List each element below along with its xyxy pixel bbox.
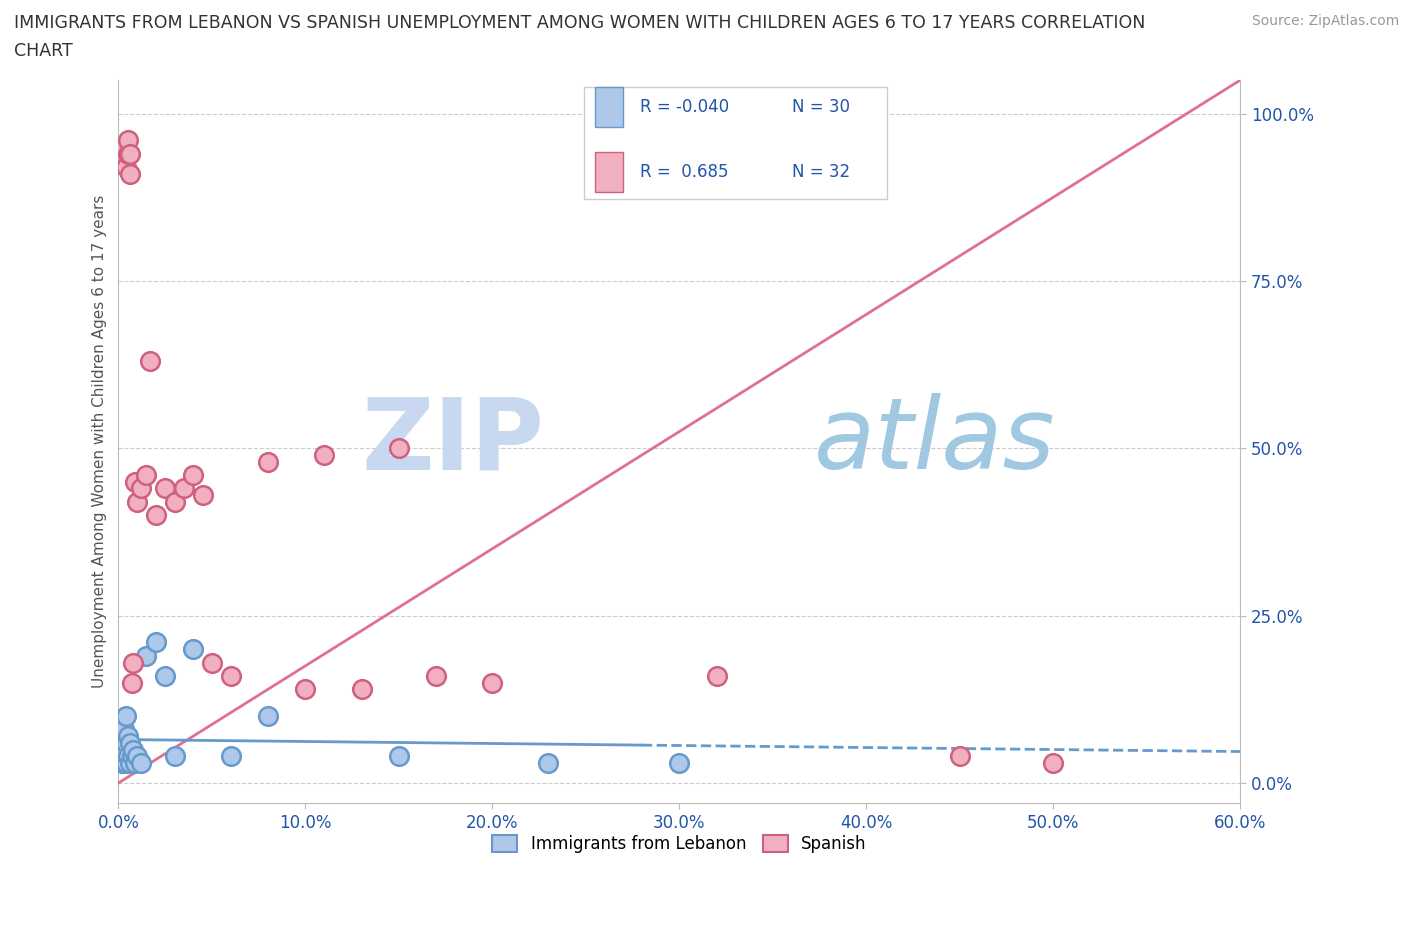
Point	[124, 474, 146, 489]
Text: N = 30: N = 30	[792, 99, 849, 116]
Point	[201, 655, 224, 670]
Point	[706, 669, 728, 684]
Point	[139, 353, 162, 368]
Point	[129, 755, 152, 770]
Point	[153, 481, 176, 496]
Point	[111, 715, 134, 730]
Point	[388, 441, 411, 456]
Point	[181, 468, 204, 483]
Point	[115, 709, 138, 724]
Point	[163, 495, 186, 510]
Point	[118, 736, 141, 751]
Point	[219, 669, 242, 684]
Point	[118, 146, 141, 161]
Point	[115, 755, 138, 770]
Point	[163, 749, 186, 764]
Point	[121, 749, 143, 764]
FancyBboxPatch shape	[583, 87, 887, 199]
Point	[115, 160, 138, 175]
Point	[111, 755, 134, 770]
Point	[117, 729, 139, 744]
Point	[1042, 755, 1064, 770]
Point	[388, 749, 411, 764]
Point	[115, 736, 138, 751]
Point	[257, 454, 280, 469]
Point	[112, 742, 135, 757]
Point	[117, 146, 139, 161]
Point	[122, 655, 145, 670]
Point	[135, 648, 157, 663]
Point	[117, 133, 139, 148]
Point	[124, 755, 146, 770]
Text: CHART: CHART	[14, 42, 73, 60]
Point	[219, 749, 242, 764]
Point	[350, 682, 373, 697]
Point	[949, 749, 972, 764]
Point	[173, 481, 195, 496]
Point	[145, 508, 167, 523]
Point	[122, 742, 145, 757]
Point	[314, 447, 336, 462]
Point	[127, 749, 149, 764]
Point	[110, 749, 132, 764]
Point	[425, 669, 447, 684]
Point	[121, 675, 143, 690]
Point	[112, 140, 135, 154]
Point	[111, 736, 134, 751]
Point	[153, 669, 176, 684]
FancyBboxPatch shape	[595, 153, 623, 193]
Point	[294, 682, 316, 697]
Point	[191, 487, 214, 502]
Point	[112, 153, 135, 168]
Text: IMMIGRANTS FROM LEBANON VS SPANISH UNEMPLOYMENT AMONG WOMEN WITH CHILDREN AGES 6: IMMIGRANTS FROM LEBANON VS SPANISH UNEMP…	[14, 14, 1146, 32]
Point	[135, 468, 157, 483]
Point	[668, 755, 690, 770]
Y-axis label: Unemployment Among Women with Children Ages 6 to 17 years: Unemployment Among Women with Children A…	[93, 195, 107, 688]
Point	[129, 481, 152, 496]
FancyBboxPatch shape	[595, 87, 623, 127]
Point	[112, 722, 135, 737]
Point	[127, 495, 149, 510]
Point	[118, 755, 141, 770]
Text: Source: ZipAtlas.com: Source: ZipAtlas.com	[1251, 14, 1399, 28]
Text: R =  0.685: R = 0.685	[640, 164, 728, 181]
Text: R = -0.040: R = -0.040	[640, 99, 730, 116]
Text: atlas: atlas	[814, 393, 1056, 490]
Point	[110, 729, 132, 744]
Text: ZIP: ZIP	[361, 393, 544, 490]
Point	[117, 749, 139, 764]
Point	[537, 755, 560, 770]
Legend: Immigrants from Lebanon, Spanish: Immigrants from Lebanon, Spanish	[485, 829, 873, 860]
Point	[118, 166, 141, 181]
Point	[145, 635, 167, 650]
Point	[181, 642, 204, 657]
Point	[112, 755, 135, 770]
Text: N = 32: N = 32	[792, 164, 849, 181]
Point	[481, 675, 503, 690]
Point	[257, 709, 280, 724]
